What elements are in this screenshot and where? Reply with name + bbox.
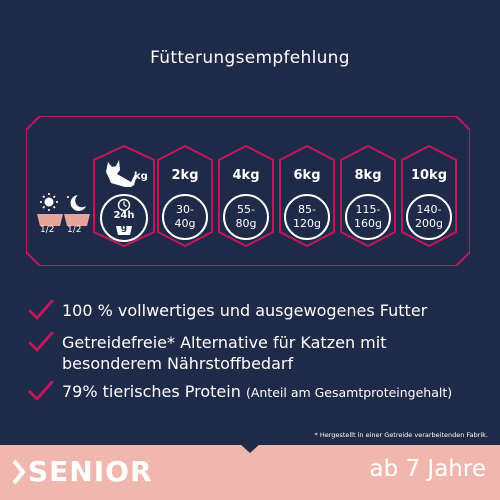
benefit-item-3: 79% tierisches Protein (Anteil am Gesamt… [28, 381, 452, 403]
banner-notch [240, 444, 260, 453]
footnote: * Hergestellt in einer Getreide verarbei… [314, 431, 488, 439]
daily-portion-circle: 24h g [100, 194, 148, 242]
weight-column: 4kg 55- 80g [217, 144, 275, 248]
scale-icon [116, 226, 132, 235]
portion-value-line-1: 115- [355, 203, 381, 216]
portion-circle: 30- 40g [162, 194, 208, 240]
weight-column: 8kg 115- 160g [339, 144, 397, 248]
check-icon [28, 300, 54, 320]
weight-column: 10kg 140- 200g [400, 144, 458, 248]
portion-value: 140- 200g [415, 203, 443, 231]
benefit-text: 100 % vollwertiges und ausgewogenes Futt… [62, 301, 428, 320]
benefit-item-1: 100 % vollwertiges und ausgewogenes Futt… [28, 300, 427, 321]
weight-column-frame [401, 144, 457, 248]
portion-circle: 55- 80g [223, 194, 269, 240]
check-icon [28, 332, 54, 352]
benefit-main: 79% tierisches Protein [62, 382, 246, 401]
benefit-item-2: Getreidefreie* Alternative für Katzen mi… [28, 332, 386, 374]
portion-value: 55- 80g [236, 203, 257, 231]
cat-weight-header [93, 144, 155, 248]
portion-value: 85- 120g [293, 203, 321, 231]
portion-value-line-2: 160g [354, 217, 382, 230]
weight-column: 6kg 85- 120g [278, 144, 336, 248]
page-title: Fütterungsempfehlung [150, 48, 350, 68]
benefit-note: (Anteil am Gesamtproteingehalt) [245, 385, 453, 400]
weight-label: 4kg [232, 168, 260, 183]
per-day-label: 24h [113, 210, 135, 221]
weight-column-frame [340, 144, 396, 248]
portion-value: 115- 160g [354, 203, 382, 231]
cat-icon [106, 160, 137, 187]
portion-value-line-1: 55- [237, 203, 255, 216]
benefit-line-2: besonderem Nährstoffbedarf [62, 354, 294, 373]
weight-label: 6kg [293, 168, 321, 183]
weight-label: 10kg [410, 168, 448, 183]
weight-column-frame [279, 144, 335, 248]
weight-column-frame [157, 144, 213, 248]
weight-column-frame [218, 144, 274, 248]
portion-value-line-2: 40g [174, 217, 196, 230]
chevron-right-icon [12, 459, 26, 485]
weight-label: 2kg [171, 168, 199, 183]
sun-icon [40, 193, 58, 211]
split-label-night: 1/2 [67, 225, 82, 235]
portion-value-line-1: 30- [176, 203, 194, 216]
weight-unit-label: kg [134, 171, 148, 182]
benefit-text: 79% tierisches Protein (Anteil am Gesamt… [62, 381, 452, 403]
feeding-table: 1/2 1/2 kg 24h g 2kg 30- 40g 4kg 55- 80g 6kg 85… [26, 116, 470, 266]
benefit-line-1: Getreidefreie* Alternative für Katzen mi… [62, 333, 387, 352]
portion-circle: 85- 120g [284, 194, 330, 240]
portion-value-line-2: 120g [293, 217, 321, 230]
portion-circle: 140- 200g [406, 194, 452, 240]
portion-value-line-1: 140- [416, 203, 442, 216]
feeding-table-frame [26, 116, 470, 266]
portion-circle: 115- 160g [345, 194, 391, 240]
weight-label: 8kg [354, 168, 382, 183]
check-icon [28, 381, 54, 401]
benefit-text: Getreidefreie* Alternative für Katzen mi… [62, 332, 386, 374]
split-label-day: 1/2 [40, 225, 55, 235]
senior-label: SENIOR [28, 455, 153, 488]
day-night-icons [37, 193, 90, 226]
bowl-icon [37, 214, 90, 226]
portion-unit-label: g [120, 223, 128, 233]
weight-column: 2kg 30- 40g [156, 144, 214, 248]
portion-value-line-2: 200g [415, 217, 443, 230]
clock-icon [117, 198, 131, 212]
senior-banner [0, 445, 500, 500]
moon-icon [67, 195, 86, 211]
portion-value-line-2: 80g [235, 217, 257, 230]
portion-value: 30- 40g [175, 203, 196, 231]
portion-value-line-1: 85- [298, 203, 316, 216]
age-label: ab 7 Jahre [369, 456, 486, 482]
